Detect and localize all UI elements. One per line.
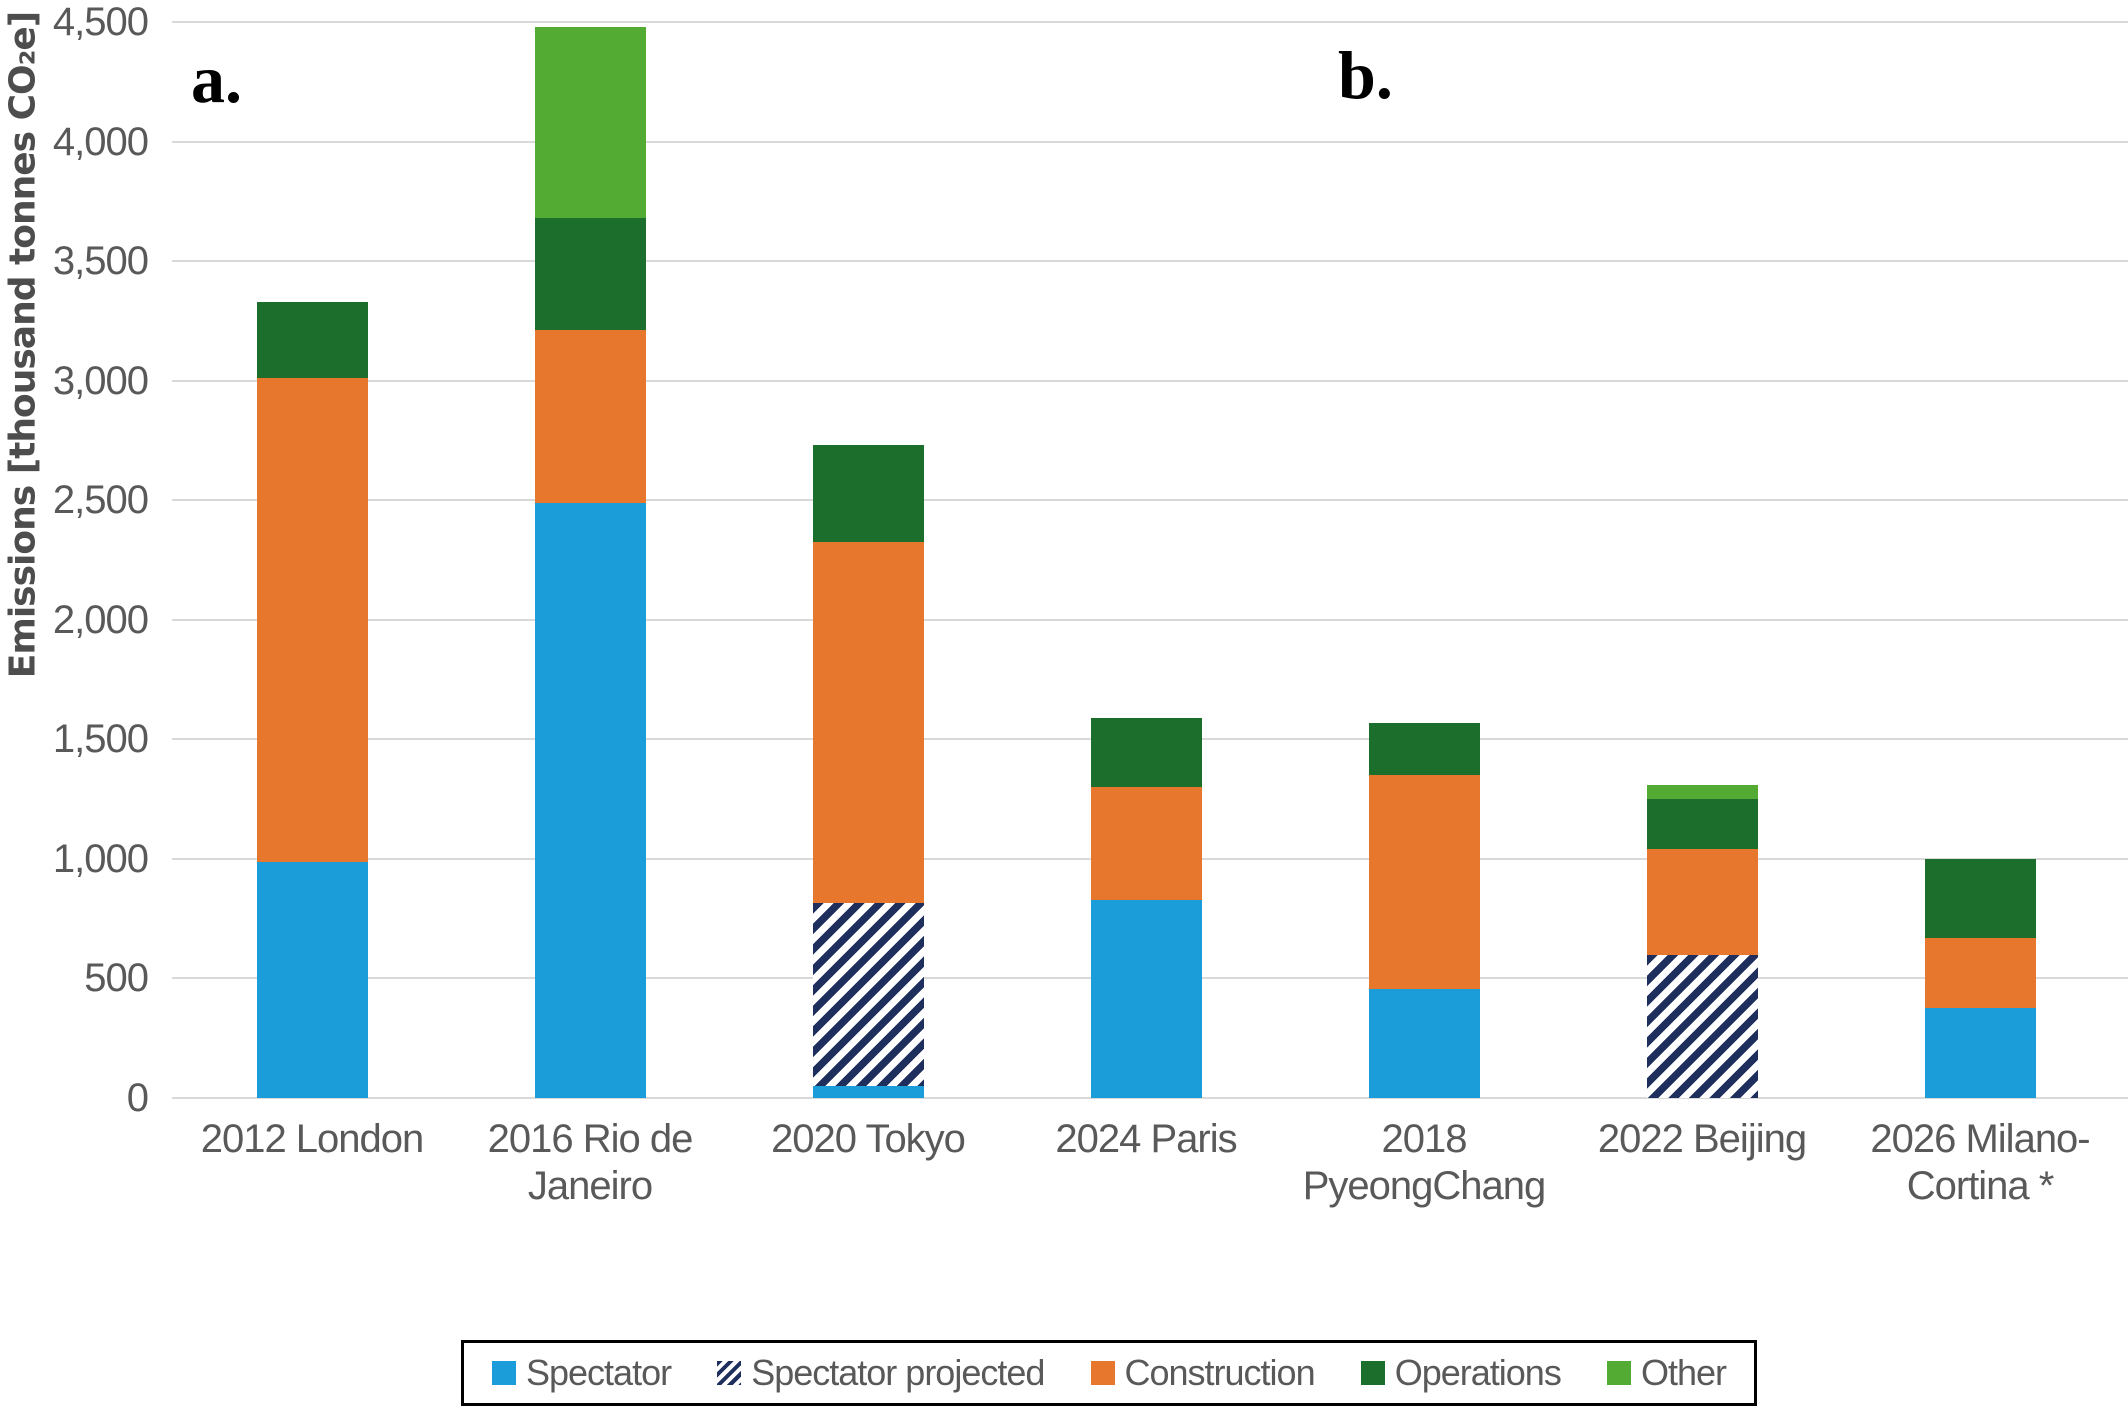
gridline-2500	[172, 499, 2128, 502]
bar-segment-spectator	[1368, 989, 1480, 1098]
legend-item-operations: Operations	[1360, 1352, 1562, 1394]
gridline-3500	[172, 260, 2128, 263]
legend-item-spectator: Spectator	[492, 1352, 672, 1394]
bar-segment-operations	[1368, 722, 1480, 776]
bar-segment-spectator_projected	[1646, 954, 1758, 1098]
bar-segment-spectator	[534, 502, 646, 1098]
gridline-3000	[172, 379, 2128, 382]
y-tick-label-2000: 2,000	[52, 597, 149, 642]
bar-segment-operations	[1090, 717, 1202, 788]
y-tick-label-2500: 2,500	[52, 478, 149, 523]
legend-item-other: Other	[1606, 1352, 1727, 1394]
bar-segment-spectator_projected	[812, 903, 924, 1087]
gridline-4500	[172, 21, 2128, 23]
panel-label-b: b.	[1338, 37, 1393, 113]
gridline-2000	[172, 618, 2128, 621]
bar-segment-spectator	[1090, 899, 1202, 1098]
legend-swatch-spectator_projected	[717, 1361, 742, 1385]
bar-segment-operations	[1924, 858, 2036, 938]
legend-item-spectator_projected: Spectator projected	[717, 1352, 1045, 1394]
bar-segment-spectator	[812, 1086, 924, 1098]
bar-segment-other	[1646, 784, 1758, 800]
legend-label-spectator: Spectator	[526, 1352, 672, 1393]
bar-segment-operations	[1646, 799, 1758, 850]
y-tick-label-500: 500	[84, 956, 149, 1001]
legend: Spectator Spectator projected Construction…	[461, 1340, 1757, 1406]
x-axis-label: 2026 Milano- Cortina *	[1870, 1117, 2090, 1208]
legend-swatch-construction	[1090, 1361, 1115, 1385]
legend-swatch-spectator	[492, 1361, 516, 1385]
y-tick-label-1000: 1,000	[52, 836, 149, 881]
y-tick-label-4000: 4,000	[52, 119, 149, 164]
panel-label-a: a.	[191, 41, 242, 117]
bar-segment-construction	[1646, 849, 1758, 955]
bar-segment-operations	[534, 218, 646, 331]
x-axis-label: 2020 Tokyo	[771, 1117, 966, 1161]
legend-item-construction: Construction	[1090, 1352, 1316, 1394]
gridline-4000	[172, 140, 2128, 143]
legend-label-construction: Construction	[1124, 1352, 1316, 1393]
legend-label-other: Other	[1640, 1352, 1727, 1393]
y-tick-label-3000: 3,000	[52, 358, 149, 403]
bar-segment-operations	[256, 301, 368, 379]
bar-segment-spectator	[1924, 1008, 2036, 1098]
bar-segment-construction	[1924, 937, 2036, 1009]
x-axis-label: 2024 Paris	[1055, 1117, 1237, 1161]
x-axis-label: 2018 PyeongChang	[1302, 1117, 1547, 1208]
bar-segment-construction	[812, 542, 924, 904]
x-axis-label: 2012 London	[200, 1117, 425, 1161]
y-axis-title: Emissions [thousand tonnes CO₂e]	[2, 11, 44, 679]
y-tick-label-1500: 1,500	[52, 717, 149, 762]
y-tick-label-4500: 4,500	[52, 0, 149, 44]
bar-segment-spectator	[256, 862, 368, 1098]
bar-segment-construction	[1090, 787, 1202, 900]
x-axis-label: 2016 Rio de Janeiro	[487, 1117, 694, 1208]
bar-segment-other	[534, 26, 646, 219]
bar-segment-construction	[256, 378, 368, 863]
y-tick-label-3500: 3,500	[52, 239, 149, 284]
y-tick-label-0: 0	[126, 1076, 149, 1120]
gridline-0	[172, 1097, 2128, 1099]
bar-segment-construction	[1368, 775, 1480, 990]
bar-segment-construction	[534, 330, 646, 503]
legend-swatch-other	[1606, 1361, 1631, 1385]
legend-label-spectator_projected: Spectator projected	[751, 1352, 1045, 1393]
bar-segment-operations	[812, 445, 924, 543]
legend-label-operations: Operations	[1394, 1352, 1562, 1393]
legend-swatch-operations	[1360, 1361, 1385, 1385]
x-axis-label: 2022 Beijing	[1597, 1117, 1807, 1161]
